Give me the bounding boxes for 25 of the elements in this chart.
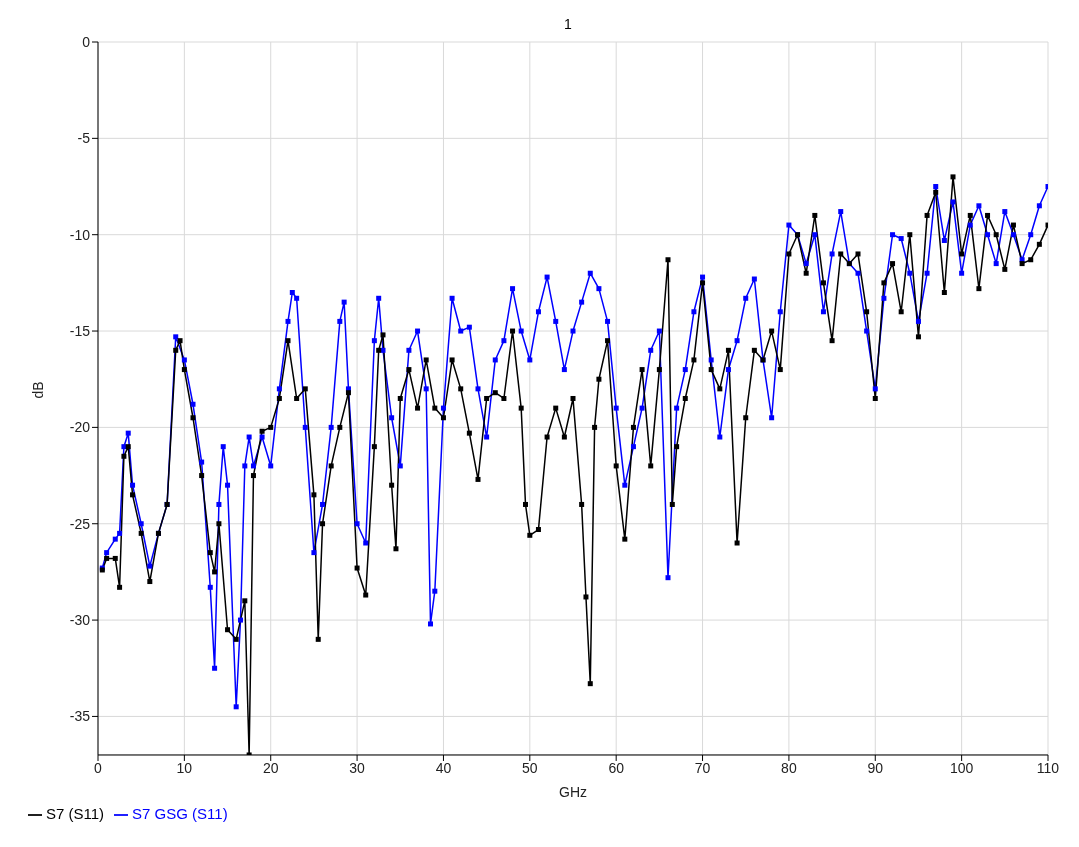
x-tick-label: 70: [694, 759, 711, 776]
x-tick-label: 90: [867, 759, 884, 776]
y-tick-label: -10: [69, 226, 91, 243]
x-tick-label: 40: [435, 759, 452, 776]
x-tick-label: 110: [1036, 759, 1060, 776]
x-tick-label: 20: [262, 759, 279, 776]
y-tick-label: -5: [77, 130, 91, 147]
x-tick-label: 50: [522, 759, 538, 776]
y-tick-label: -15: [69, 323, 91, 340]
x-tick-label: 30: [349, 759, 366, 776]
y-tick-label: 0: [82, 33, 91, 50]
y-tick-label: -25: [69, 515, 91, 532]
x-axis-title: GHz: [559, 783, 587, 800]
x-tick-label: 60: [608, 759, 625, 776]
x-tick-label: 10: [176, 759, 193, 776]
y-axis-title: dB: [29, 381, 46, 399]
x-tick-label: 80: [781, 759, 797, 776]
x-tick-label: 0: [94, 759, 103, 776]
y-tick-label: -35: [69, 708, 91, 725]
y-tick-label: -20: [69, 419, 91, 436]
legend-label: S7 (S11): [46, 804, 105, 822]
x-tick-label: 100: [949, 759, 974, 776]
y-tick-label: -30: [69, 612, 91, 629]
legend-label: S7 GSG (S11): [132, 804, 228, 822]
chart-title: 1: [563, 15, 573, 32]
